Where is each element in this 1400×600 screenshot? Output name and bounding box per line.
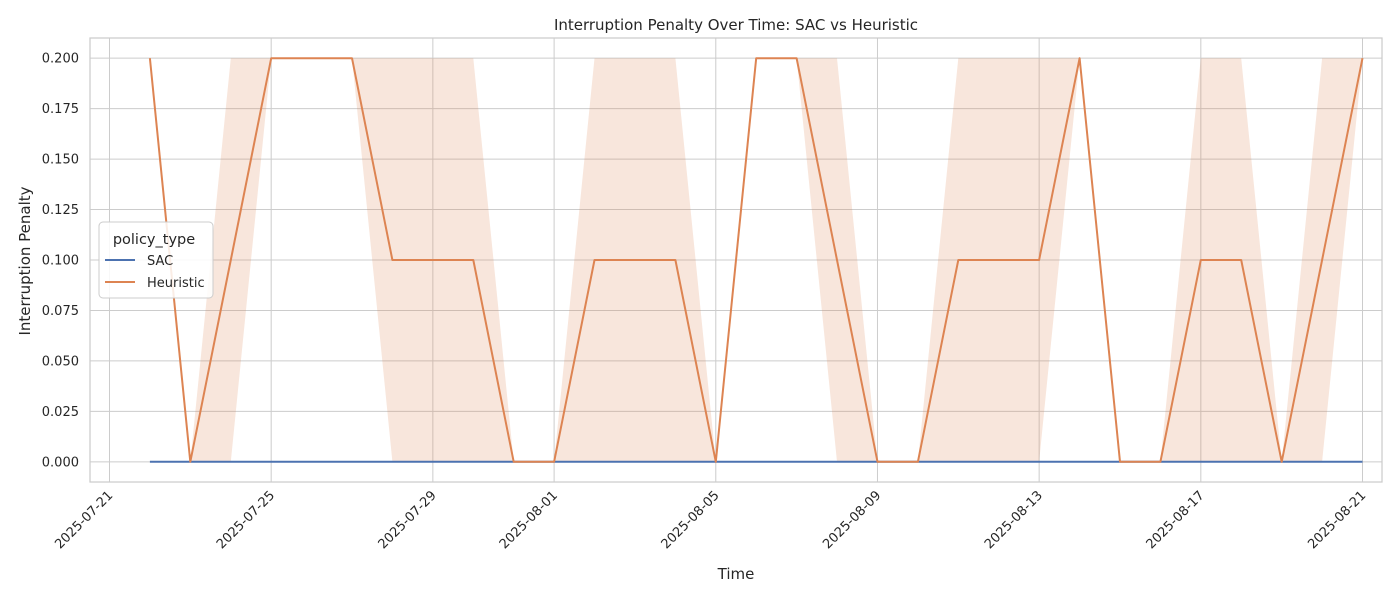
- y-tick-label: 0.150: [42, 153, 79, 168]
- data-point-sac: [634, 461, 636, 463]
- data-point-sac: [796, 461, 798, 463]
- legend-label-heuristic: Heuristic: [147, 276, 205, 291]
- data-point-heuristic: [755, 57, 757, 59]
- legend-title: policy_type: [113, 232, 195, 248]
- data-point-heuristic: [472, 259, 474, 261]
- data-point-heuristic: [311, 57, 313, 59]
- data-point-heuristic: [836, 259, 838, 261]
- data-point-heuristic: [957, 259, 959, 261]
- data-point-sac: [1362, 461, 1364, 463]
- y-tick-label: 0.100: [42, 254, 79, 269]
- data-point-heuristic: [391, 259, 393, 261]
- x-axis-label: Time: [717, 565, 755, 583]
- y-tick-label: 0.175: [42, 102, 79, 117]
- data-point-sac: [432, 461, 434, 463]
- data-point-sac: [1321, 461, 1323, 463]
- data-point-sac: [311, 461, 313, 463]
- data-point-sac: [351, 461, 353, 463]
- data-point-sac: [957, 461, 959, 463]
- data-point-heuristic: [149, 57, 151, 59]
- chart-title: Interruption Penalty Over Time: SAC vs H…: [554, 16, 918, 34]
- data-point-heuristic: [1079, 57, 1081, 59]
- y-axis-label: Interruption Penalty: [16, 186, 34, 335]
- data-point-heuristic: [1362, 57, 1364, 59]
- data-point-heuristic: [189, 461, 191, 463]
- plot-frame: [89, 37, 1383, 483]
- data-point-heuristic: [1321, 259, 1323, 261]
- y-tick-label: 0.075: [42, 304, 79, 319]
- data-point-sac: [594, 461, 596, 463]
- series-line-heuristic: [148, 57, 1364, 463]
- data-point-sac: [836, 461, 838, 463]
- data-point-heuristic: [917, 461, 919, 463]
- data-point-sac: [149, 461, 151, 463]
- data-point-sac: [755, 461, 757, 463]
- data-point-heuristic: [796, 57, 798, 59]
- data-point-sac: [230, 461, 232, 463]
- legend-box: [98, 221, 214, 299]
- y-tick-label: 0.050: [42, 354, 79, 369]
- y-axis: 0.000 0.025 0.050 0.075 0.100 0.125 0.150 0.175…: [42, 52, 79, 471]
- data-point-sac: [674, 461, 676, 463]
- data-point-heuristic: [1038, 259, 1040, 261]
- data-point-heuristic: [270, 57, 272, 59]
- plot-area: [148, 57, 1364, 463]
- data-point-sac: [1038, 461, 1040, 463]
- data-point-sac: [1079, 461, 1081, 463]
- data-point-sac: [270, 461, 272, 463]
- data-point-heuristic: [432, 259, 434, 261]
- data-point-heuristic: [351, 57, 353, 59]
- legend-label-sac: SAC: [147, 254, 173, 269]
- data-point-sac: [391, 461, 393, 463]
- data-point-heuristic: [634, 259, 636, 261]
- data-point-heuristic: [715, 461, 717, 463]
- data-point-sac: [998, 461, 1000, 463]
- data-point-sac: [472, 461, 474, 463]
- data-point-heuristic: [1240, 259, 1242, 261]
- data-point-sac: [1240, 461, 1242, 463]
- legend: policy_type SAC Heuristic: [98, 221, 214, 299]
- data-point-heuristic: [230, 259, 232, 261]
- data-point-heuristic: [594, 259, 596, 261]
- data-point-heuristic: [998, 259, 1000, 261]
- data-point-heuristic: [674, 259, 676, 261]
- data-point-heuristic: [1119, 461, 1121, 463]
- y-tick-label: 0.025: [42, 405, 79, 420]
- data-point-heuristic: [1200, 259, 1202, 261]
- data-point-heuristic: [876, 461, 878, 463]
- data-point-heuristic: [513, 461, 515, 463]
- y-tick-label: 0.000: [42, 455, 79, 470]
- data-point-heuristic: [553, 461, 555, 463]
- data-point-sac: [1200, 461, 1202, 463]
- y-tick-label: 0.200: [42, 52, 79, 67]
- y-tick-label: 0.125: [42, 203, 79, 218]
- data-point-heuristic: [1159, 461, 1161, 463]
- data-point-heuristic: [1281, 461, 1283, 463]
